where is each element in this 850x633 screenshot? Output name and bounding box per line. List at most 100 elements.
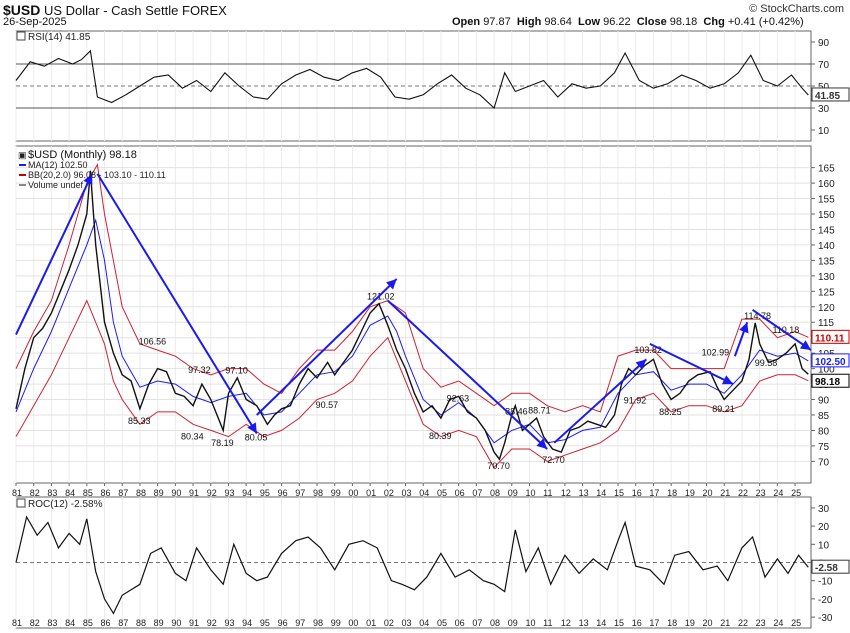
roc-xtick-label: 14 xyxy=(596,618,606,628)
roc-xtick-label: 08 xyxy=(490,618,500,628)
trend-arrow-head xyxy=(721,375,734,385)
price-legend-entry: MA(12) 102.50 xyxy=(28,160,88,170)
trend-arrow-line xyxy=(553,358,648,444)
roc-xtick-label: 00 xyxy=(348,618,358,628)
exchange-name: FOREX xyxy=(182,3,227,18)
roc-ytick-label: 20 xyxy=(818,522,830,533)
price-ytick-label: 85 xyxy=(818,411,830,422)
rsi-ytick-label: 10 xyxy=(818,126,830,137)
close-label: Close xyxy=(636,16,667,28)
price-xtick-label: 25 xyxy=(791,488,801,498)
price-annotation: 91.92 xyxy=(624,396,647,406)
price-xtick-label: 01 xyxy=(366,488,376,498)
price-xtick-label: 12 xyxy=(561,488,571,498)
roc-ytick-label: -10 xyxy=(818,577,833,588)
trend-arrow-head xyxy=(635,359,647,370)
close-value: 98.18 xyxy=(669,16,698,28)
open-label: Open xyxy=(452,16,481,28)
price-xtick-label: 87 xyxy=(118,488,128,498)
price-xtick-label: 99 xyxy=(331,488,341,498)
price-ytick-label: 155 xyxy=(818,195,835,206)
price-ytick-label: 125 xyxy=(818,287,835,298)
price-xtick-label: 95 xyxy=(260,488,270,498)
price-ytick-label: 100 xyxy=(818,365,835,376)
price-xtick-label: 22 xyxy=(738,488,748,498)
roc-xtick-label: 20 xyxy=(703,618,713,628)
roc-xtick-label: 97 xyxy=(295,618,305,628)
price-xtick-label: 03 xyxy=(402,488,412,498)
price-annotation: 89.21 xyxy=(712,404,735,414)
price-ytick-label: 80 xyxy=(818,426,830,437)
roc-xtick-label: 85 xyxy=(83,618,93,628)
roc-xtick-label: 18 xyxy=(667,618,677,628)
roc-line xyxy=(15,515,809,615)
price-ytick-label: 160 xyxy=(818,179,835,190)
price-ytick-label: 120 xyxy=(818,303,835,314)
trend-arrow-line xyxy=(649,342,734,385)
price-right-label-group: 110.11 xyxy=(811,329,850,344)
high-label: High xyxy=(516,16,542,28)
chart-heading: $USD US Dollar - Cash Settle FOREX xyxy=(3,2,227,18)
roc-xtick-label: 21 xyxy=(720,618,730,628)
price-annotation: 72.70 xyxy=(542,455,565,465)
price-xtick-label: 09 xyxy=(508,488,518,498)
price-annotation: 103.82 xyxy=(634,345,662,355)
price-right-label: 110.11 xyxy=(815,333,845,344)
price-xtick-label: 20 xyxy=(703,488,713,498)
price-xtick-label: 05 xyxy=(437,488,447,498)
roc-xtick-label: 13 xyxy=(579,618,589,628)
roc-xtick-label: 06 xyxy=(455,618,465,628)
roc-xtick-label: 01 xyxy=(366,618,376,628)
roc-xtick-label: 88 xyxy=(136,618,146,628)
trend-arrow-line xyxy=(96,173,258,435)
roc-legend: ROC(12) -2.58% xyxy=(28,499,103,510)
roc-last-value-box xyxy=(811,559,850,574)
trend-arrow-head xyxy=(739,322,749,334)
price-annotation: 110.18 xyxy=(772,325,799,335)
price-annotation: 78.19 xyxy=(211,438,234,448)
price-right-label-group: 98.18 xyxy=(811,373,850,388)
roc-xtick-label: 16 xyxy=(632,618,642,628)
roc-xtick-label: 22 xyxy=(738,618,748,628)
price-xtick-label: 11 xyxy=(543,488,552,498)
roc-xtick-label: 84 xyxy=(65,618,75,628)
roc-xtick-label: 92 xyxy=(207,618,217,628)
price-xtick-label: 14 xyxy=(596,488,606,498)
roc-xtick-label: 82 xyxy=(30,618,40,628)
trend-arrow-line xyxy=(387,299,548,450)
roc-ytick-label: -30 xyxy=(818,613,833,624)
roc-xtick-label: 17 xyxy=(649,618,659,628)
price-xtick-label: 97 xyxy=(295,488,305,498)
roc-xtick-label: 89 xyxy=(154,618,164,628)
price-annotation: 90.57 xyxy=(316,400,339,410)
roc-xtick-label: 05 xyxy=(437,618,447,628)
price-annotation: 99.58 xyxy=(755,358,778,368)
price-annotation: 80.39 xyxy=(429,431,452,441)
chg-label: Chg xyxy=(703,16,725,28)
price-right-label-group: 102.50 xyxy=(811,353,850,368)
roc-xtick-label: 91 xyxy=(189,618,199,628)
roc-xtick-label: 07 xyxy=(472,618,482,628)
price-xtick-label: 07 xyxy=(472,488,482,498)
roc-xtick-label: 09 xyxy=(508,618,518,628)
trend-arrow-line xyxy=(15,173,94,336)
roc-xtick-label: 11 xyxy=(543,618,552,628)
trend-arrow-head xyxy=(799,340,811,351)
roc-xtick-label: 95 xyxy=(260,618,270,628)
price-xtick-label: 04 xyxy=(419,488,429,498)
price-annotation: 121.02 xyxy=(367,292,395,302)
price-xtick-label: 19 xyxy=(685,488,695,498)
price-xtick-label: 00 xyxy=(348,488,358,498)
price-xtick-label: 84 xyxy=(65,488,75,498)
roc-last-value-group: -2.58 xyxy=(811,559,850,574)
price-xtick-label: 86 xyxy=(101,488,111,498)
rsi-panel-frame xyxy=(15,30,812,142)
roc-xtick-label: 19 xyxy=(685,618,695,628)
price-xtick-label: 17 xyxy=(649,488,659,498)
price-xtick-label: 83 xyxy=(47,488,57,498)
price-right-label-box xyxy=(811,373,850,388)
price-xtick-label: 15 xyxy=(614,488,624,498)
roc-xtick-label: 90 xyxy=(171,618,181,628)
roc-xtick-label: 25 xyxy=(791,618,801,628)
roc-last-value: -2.58 xyxy=(815,563,838,574)
